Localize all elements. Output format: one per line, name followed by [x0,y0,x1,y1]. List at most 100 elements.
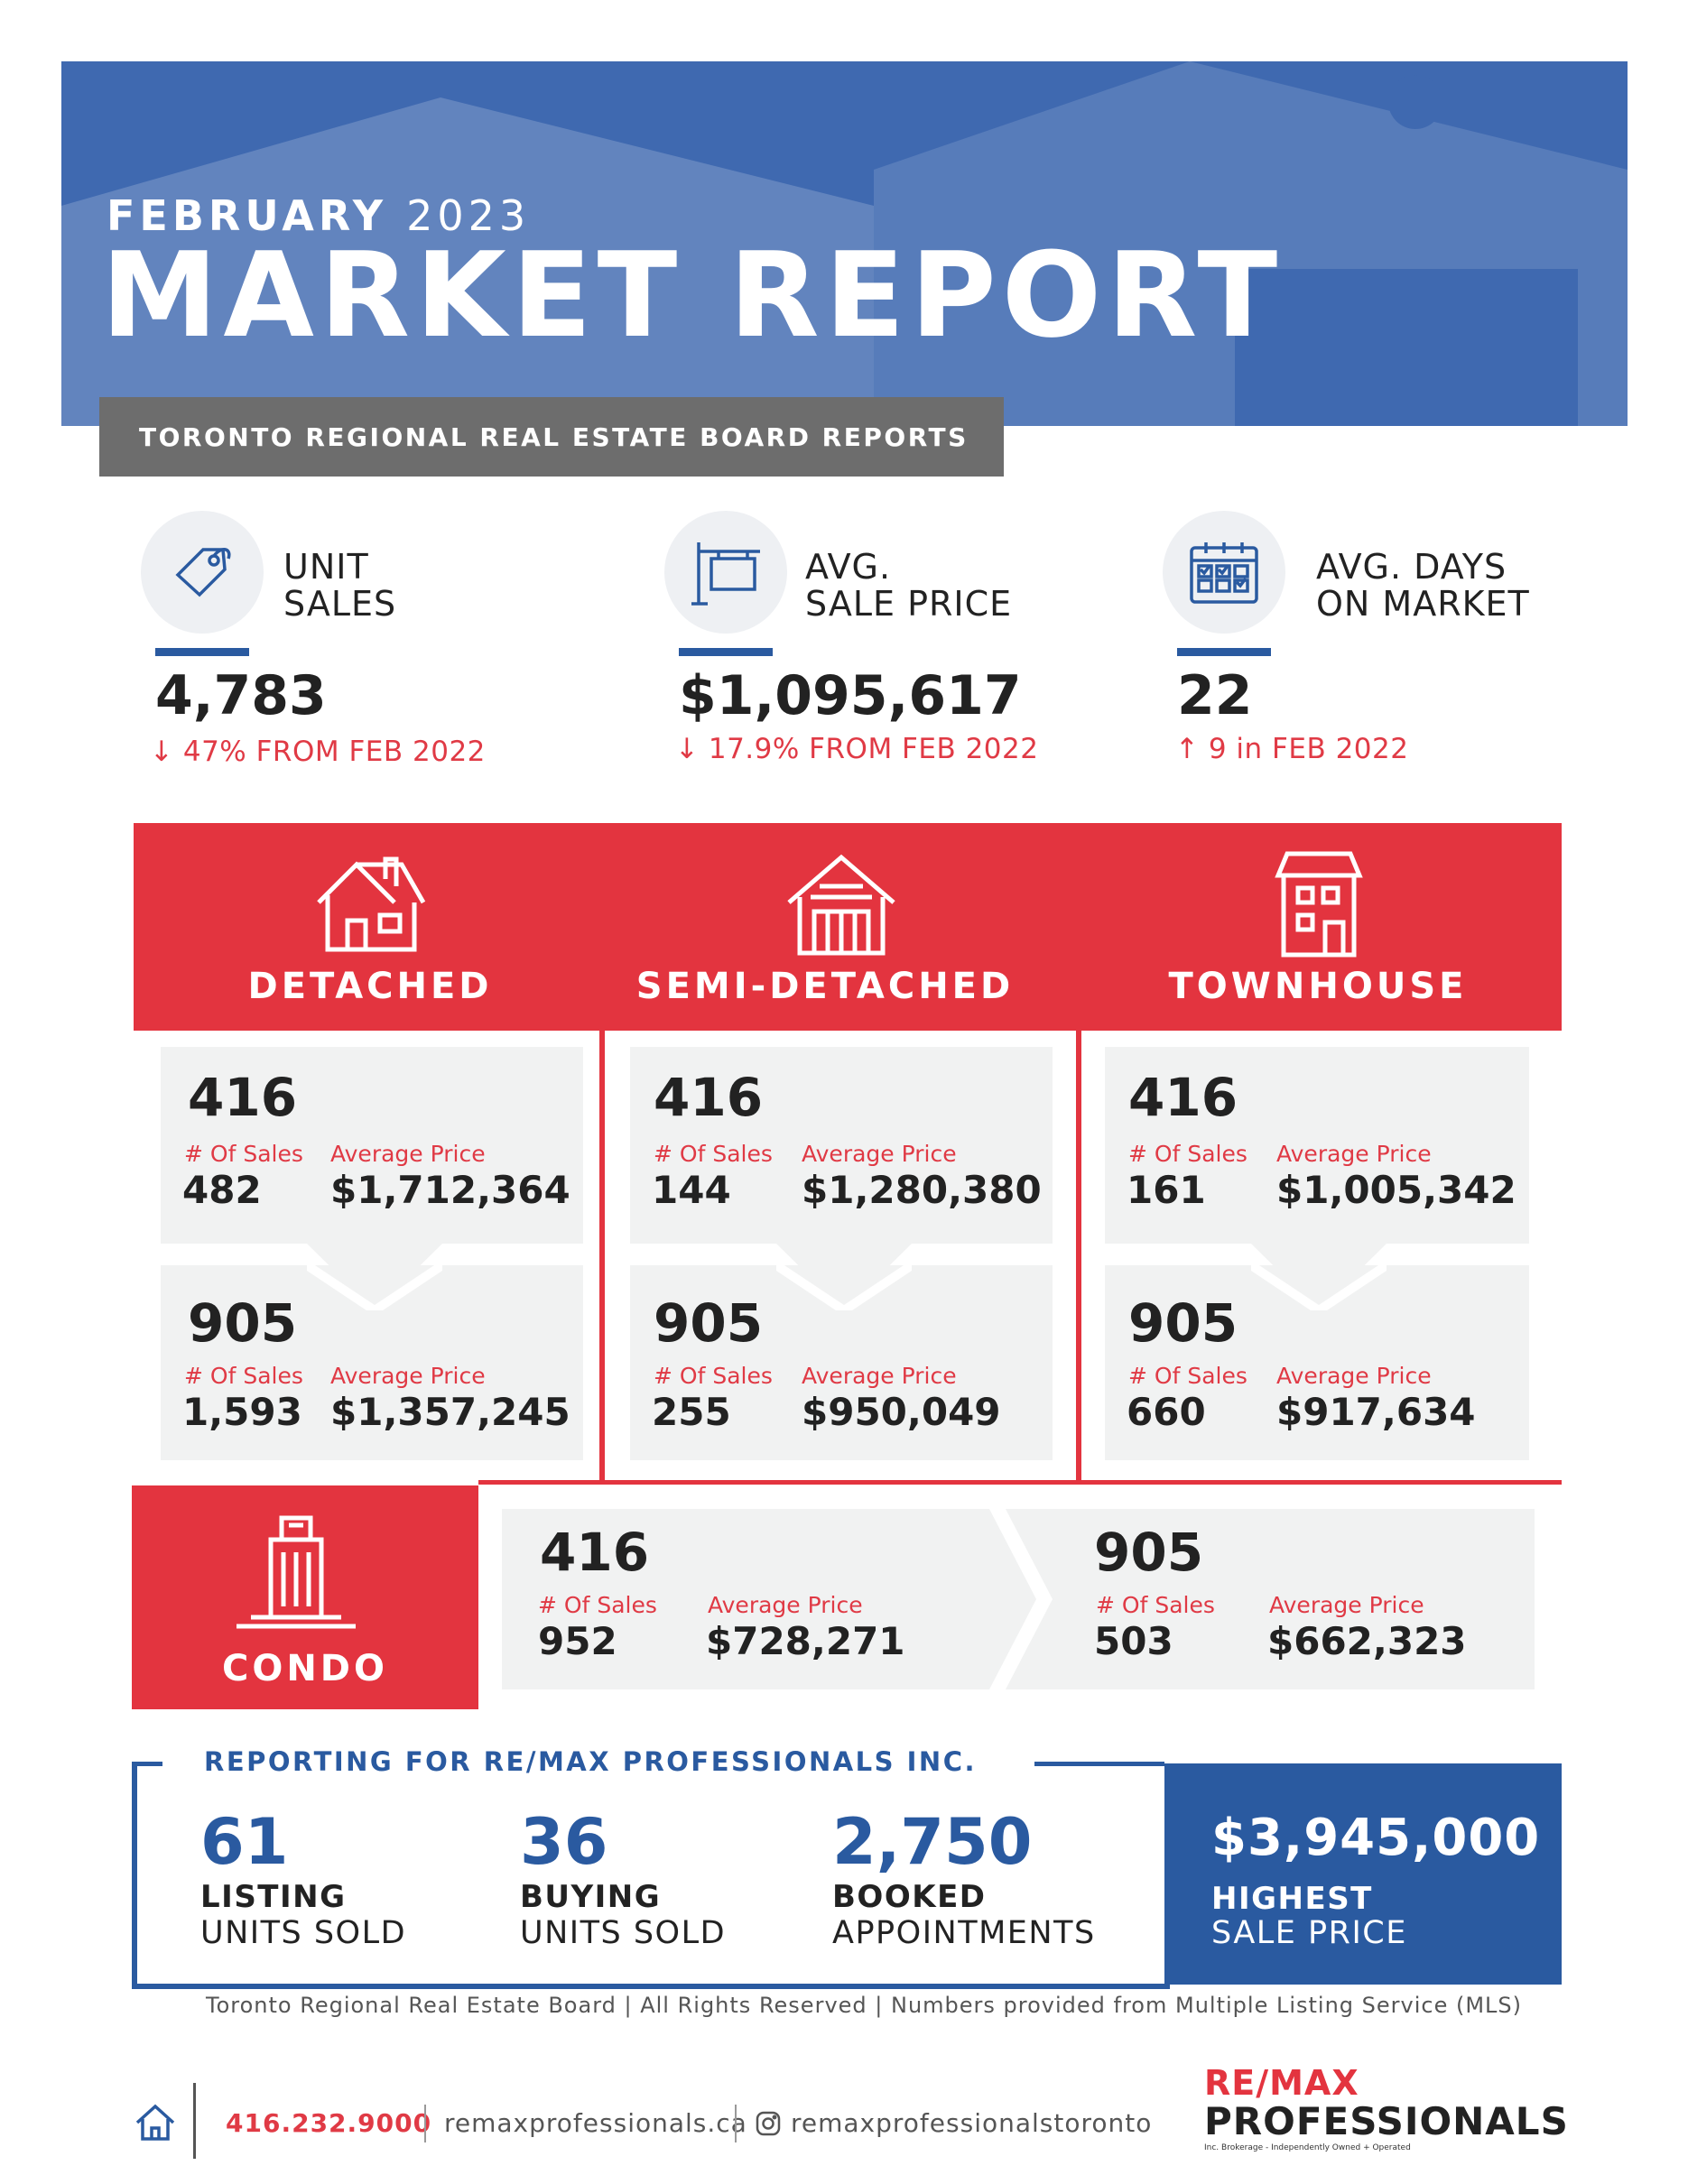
stat-label: ON MARKET [1316,584,1530,624]
report-title: MARKET REPORT [101,227,1284,364]
column-divider [1076,1031,1081,1484]
report-subtitle: TORONTO REGIONAL REAL ESTATE BOARD REPOR… [99,397,1004,477]
price-label: Average Price [1269,1592,1424,1618]
reporting-label: LISTING [200,1879,347,1915]
down-chevron-connector [307,1244,442,1310]
sale-sign-icon [664,511,787,634]
highest-sale-panel: $3,945,000 HIGHEST SALE PRICE [1164,1763,1562,1985]
stat-avg-days: AVG. DAYS ON MARKET [1163,511,1529,634]
report-month: FEBRUARY 2023 [107,191,531,240]
sales-label: # Of Sales [654,1363,773,1389]
reporting-label: UNITS SOLD [520,1915,727,1951]
sales-label: # Of Sales [1128,1363,1247,1389]
price-label: Average Price [1276,1141,1432,1167]
average-price: $728,271 [706,1619,905,1663]
highest-sale-label: HIGHEST [1211,1881,1373,1917]
type-label-condo: CONDO [221,1648,389,1689]
sales-label: # Of Sales [1128,1141,1247,1167]
sales-count: 1,593 [182,1390,302,1434]
footer-divider [735,2105,737,2142]
average-price: $917,634 [1276,1390,1476,1434]
chevron-notch [989,1509,1053,1689]
area-code: 416 [540,1522,650,1583]
column-divider [599,1031,605,1484]
footer-divider [193,2083,196,2159]
section-divider [478,1480,1562,1485]
townhouse-416-card: 416 # Of Sales Average Price 161 $1,005,… [1105,1047,1529,1244]
price-label: Average Price [802,1141,957,1167]
sales-count: 952 [538,1619,617,1663]
instagram-handle[interactable]: remaxprofessionalstoronto [791,2108,1153,2138]
townhouse-icon [1269,848,1368,964]
stat-label: AVG. DAYS [1316,547,1507,587]
instagram-icon [755,2110,782,2141]
reporting-title: REPORTING FOR RE/MAX PROFESSIONALS INC. [204,1746,978,1777]
price-tag-icon [141,511,264,634]
brand-tagline: Inc. Brokerage - Independently Owned + O… [1204,2143,1411,2152]
type-label-detached: DETACHED [247,966,493,1007]
brand-name: PROFESSIONALS [1204,2099,1569,2143]
arrow-up-icon: ↑ [1175,733,1200,765]
sales-count: 144 [652,1168,731,1212]
detached-house-icon [311,852,431,957]
frame-top-left [132,1762,162,1766]
sales-label: # Of Sales [184,1141,303,1167]
reporting-label: BOOKED [832,1879,987,1915]
type-label-townhouse: TOWNHOUSE [1168,966,1468,1007]
highest-sale-value: $3,945,000 [1211,1809,1541,1867]
reporting-appointments: 2,750 BOOKED APPOINTMENTS [832,1805,1096,1951]
reporting-buying: 36 BUYING UNITS SOLD [520,1805,726,1951]
sales-count: 503 [1094,1619,1173,1663]
detached-905-card: 905 # Of Sales Average Price 1,593 $1,35… [161,1265,583,1460]
average-price: $950,049 [802,1390,1001,1434]
condo-416-card: 416 # Of Sales Average Price 952 $728,27… [502,1509,989,1689]
area-code: 905 [188,1292,298,1354]
area-code: 416 [654,1067,764,1128]
reporting-frame [132,1762,1170,1989]
stat-avg-sale-price: AVG. SALE PRICE [664,511,1011,634]
average-price: $1,712,364 [330,1168,570,1212]
reporting-label: UNITS SOLD [200,1915,407,1951]
price-label: Average Price [330,1363,486,1389]
reporting-value: 61 [200,1805,289,1879]
price-label: Average Price [802,1363,957,1389]
detached-416-card: 416 # Of Sales Average Price 482 $1,712,… [161,1047,583,1244]
area-code: 416 [188,1067,298,1128]
condo-panel: CONDO [132,1485,478,1709]
price-label: Average Price [1276,1363,1432,1389]
condo-building-icon [233,1513,359,1633]
sales-count: 482 [182,1168,262,1212]
calendar-icon [1163,511,1285,634]
price-label: Average Price [330,1141,486,1167]
source-footnote: Toronto Regional Real Estate Board | All… [206,1993,1523,2018]
sales-label: # Of Sales [654,1141,773,1167]
down-chevron-connector [1251,1244,1387,1310]
stat-change: ↓ 47% FROM FEB 2022 [150,736,486,768]
area-code: 905 [1094,1522,1204,1583]
stat-unit-sales: UNIT SALES [141,511,395,634]
reporting-label: BUYING [520,1879,662,1915]
semi-detached-house-icon [785,852,897,960]
stat-change: ↓ 17.9% FROM FEB 2022 [675,733,1039,765]
sales-label: # Of Sales [1096,1592,1215,1618]
area-code: 416 [1128,1067,1238,1128]
sales-label: # Of Sales [184,1363,303,1389]
remax-logo: RE/MAX PROFESSIONALS Inc. Brokerage - In… [1204,2063,1569,2152]
stat-label: SALES [283,584,397,624]
condo-905-card: 905 # Of Sales Average Price 503 $662,32… [1006,1509,1535,1689]
website-link[interactable]: remaxprofessionals.ca [444,2108,747,2138]
townhouse-905-card: 905 # Of Sales Average Price 660 $917,63… [1105,1265,1529,1460]
stat-value: $1,095,617 [679,664,1022,727]
average-price: $1,357,245 [330,1390,570,1434]
header-banner [61,61,1628,426]
stat-divider [155,648,249,656]
footer-divider [424,2105,426,2142]
average-price: $1,005,342 [1276,1168,1516,1212]
area-code: 905 [1128,1292,1238,1354]
home-icon [134,2103,177,2146]
arrow-down-icon: ↓ [150,736,174,768]
phone-number[interactable]: 416.232.9000 [226,2108,432,2138]
down-chevron-connector [776,1244,912,1310]
reporting-value: 2,750 [832,1805,1033,1879]
stat-label: SALE PRICE [805,584,1013,624]
